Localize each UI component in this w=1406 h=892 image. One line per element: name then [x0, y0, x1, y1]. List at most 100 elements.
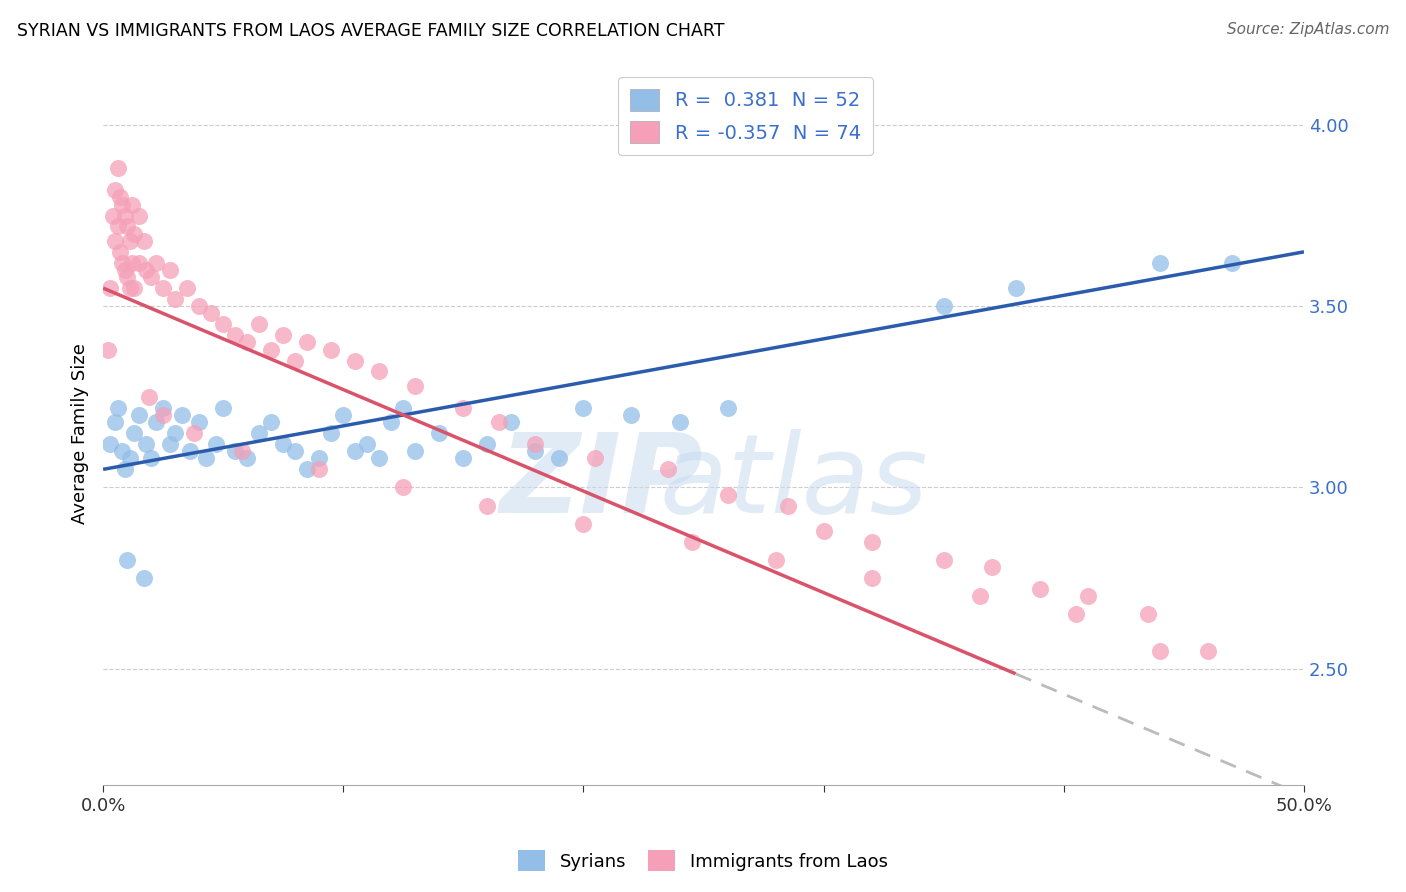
Point [212, 318, 235, 332]
Point [548, 451, 571, 466]
Point [172, 408, 194, 422]
Point [344, 444, 367, 458]
Point [104, 415, 127, 429]
Point [236, 335, 259, 350]
Point [97, 343, 120, 357]
Point [165, 292, 187, 306]
Point [932, 299, 955, 313]
Point [107, 401, 129, 415]
Point [145, 415, 167, 429]
Point [271, 328, 294, 343]
Point [138, 390, 160, 404]
Point [501, 415, 523, 429]
Point [152, 281, 174, 295]
Point [716, 401, 738, 415]
Point [179, 444, 201, 458]
Point [231, 444, 253, 458]
Text: atlas: atlas [659, 429, 928, 536]
Point [860, 571, 883, 585]
Point [765, 553, 787, 567]
Point [477, 499, 499, 513]
Point [356, 437, 378, 451]
Point [195, 451, 218, 466]
Point [159, 437, 181, 451]
Point [159, 263, 181, 277]
Point [114, 462, 136, 476]
Point [200, 306, 222, 320]
Point [477, 437, 499, 451]
Point [114, 263, 136, 277]
Point [115, 553, 138, 567]
Point [152, 408, 174, 422]
Point [284, 444, 307, 458]
Point [308, 462, 330, 476]
Point [118, 234, 141, 248]
Point [107, 219, 129, 234]
Point [368, 451, 391, 466]
Point [121, 256, 143, 270]
Legend: Syrians, Immigrants from Laos: Syrians, Immigrants from Laos [512, 843, 894, 879]
Point [205, 437, 228, 451]
Point [141, 451, 163, 466]
Point [297, 335, 319, 350]
Point [152, 401, 174, 415]
Point [111, 197, 134, 211]
Point [813, 524, 835, 538]
Point [860, 534, 883, 549]
Point [332, 408, 354, 422]
Point [1004, 281, 1026, 295]
Text: ZIP: ZIP [499, 429, 703, 536]
Point [101, 209, 124, 223]
Point [969, 589, 991, 603]
Point [176, 281, 198, 295]
Point [585, 451, 607, 466]
Point [681, 534, 703, 549]
Point [115, 219, 138, 234]
Point [1064, 607, 1087, 622]
Point [98, 281, 121, 295]
Point [135, 437, 157, 451]
Point [344, 353, 367, 368]
Text: Source: ZipAtlas.com: Source: ZipAtlas.com [1226, 22, 1389, 37]
Point [247, 318, 270, 332]
Point [404, 444, 426, 458]
Point [260, 415, 283, 429]
Point [453, 451, 475, 466]
Point [368, 364, 391, 378]
Point [124, 281, 146, 295]
Text: SYRIAN VS IMMIGRANTS FROM LAOS AVERAGE FAMILY SIZE CORRELATION CHART: SYRIAN VS IMMIGRANTS FROM LAOS AVERAGE F… [17, 22, 724, 40]
Point [1149, 256, 1171, 270]
Point [114, 209, 136, 223]
Point [188, 299, 211, 313]
Point [1077, 589, 1099, 603]
Point [135, 263, 157, 277]
Point [145, 256, 167, 270]
Point [128, 408, 150, 422]
Point [132, 234, 155, 248]
Point [165, 426, 187, 441]
Point [308, 451, 330, 466]
Point [524, 437, 547, 451]
Point [108, 190, 131, 204]
Legend: R =  0.381  N = 52, R = -0.357  N = 74: R = 0.381 N = 52, R = -0.357 N = 74 [619, 77, 873, 155]
Point [380, 415, 402, 429]
Point [224, 444, 246, 458]
Point [104, 234, 127, 248]
Point [404, 379, 426, 393]
Point [98, 437, 121, 451]
Point [188, 415, 211, 429]
Point [236, 451, 259, 466]
Point [115, 270, 138, 285]
Point [321, 343, 343, 357]
Point [141, 270, 163, 285]
Point [108, 244, 131, 259]
Point [121, 197, 143, 211]
Point [111, 256, 134, 270]
Point [488, 415, 510, 429]
Point [118, 451, 141, 466]
Point [104, 183, 127, 197]
Point [572, 516, 595, 531]
Point [776, 499, 799, 513]
Point [128, 256, 150, 270]
Point [128, 209, 150, 223]
